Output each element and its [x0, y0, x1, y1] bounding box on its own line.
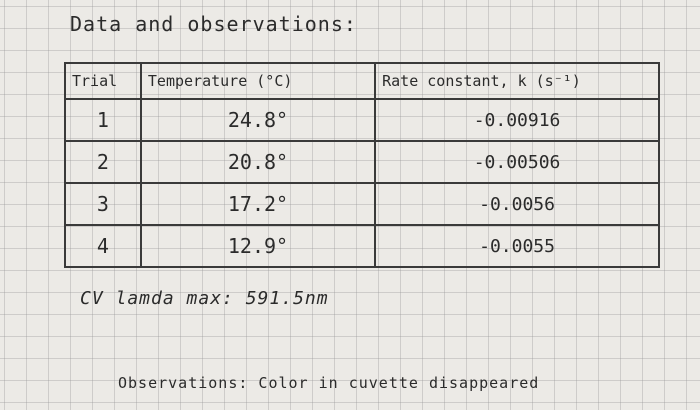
table-cell: 4	[64, 224, 142, 268]
table-cell: -0.00916	[374, 98, 660, 142]
observations-note: Observations: Color in cuvette disappear…	[118, 374, 540, 392]
table-row: 4 12.9° -0.0055	[64, 224, 660, 268]
table-row: 2 20.8° -0.00506	[64, 140, 660, 184]
table-cell: 20.8°	[139, 140, 377, 184]
table-cell: 24.8°	[139, 98, 377, 142]
data-table: Trial Temperature (°C) Rate constant, k (s…	[64, 62, 660, 268]
table-cell: 17.2°	[139, 182, 377, 226]
table-cell: -0.00506	[374, 140, 660, 184]
table-cell: 3	[64, 182, 142, 226]
column-header: Rate constant, k (s⁻¹)	[374, 62, 660, 100]
table-cell: -0.0055	[374, 224, 660, 268]
table-cell: 2	[64, 140, 142, 184]
heading: Data and observations:	[70, 12, 357, 36]
column-header: Trial	[64, 62, 142, 100]
lambda-note: CV lamda max: 591.5nm	[80, 288, 329, 309]
header-row: Trial Temperature (°C) Rate constant, k (s…	[64, 62, 660, 100]
table-cell: 1	[64, 98, 142, 142]
table-cell: 12.9°	[139, 224, 377, 268]
column-header: Temperature (°C)	[139, 62, 377, 100]
table-row: 3 17.2° -0.0056	[64, 182, 660, 226]
table-row: 1 24.8° -0.00916	[64, 98, 660, 142]
table-cell: -0.0056	[374, 182, 660, 226]
